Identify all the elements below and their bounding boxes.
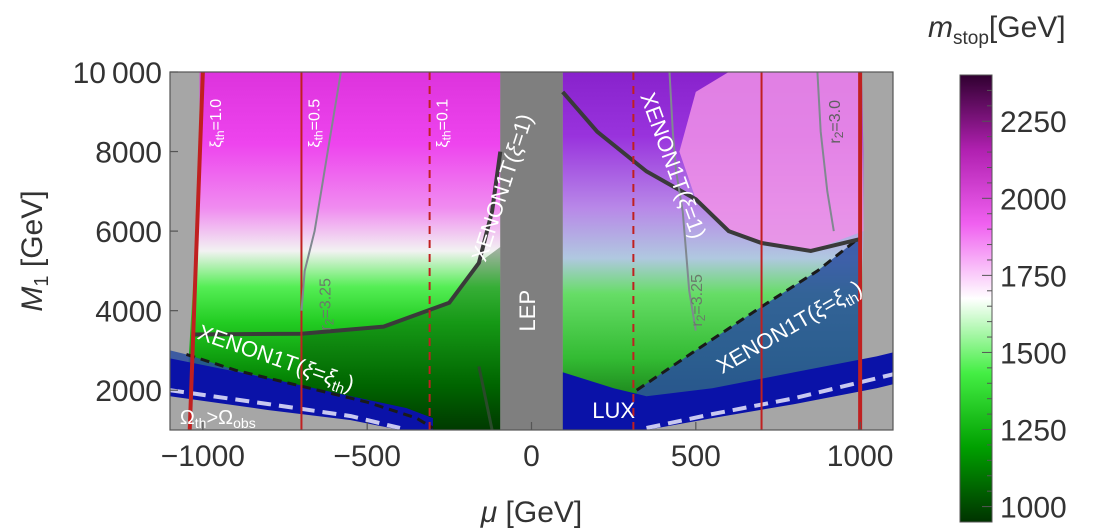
colorbar-gradient <box>959 74 993 523</box>
r2-label-1: r2=3.25 <box>689 274 708 327</box>
lep-label: LEP <box>515 290 540 332</box>
x-tick-label-4: 1000 <box>827 440 894 473</box>
xenon-xith-right-region <box>636 237 862 399</box>
y-tick-label-3: 8000 <box>95 137 162 170</box>
heatmap-left-dark <box>301 247 501 430</box>
axes: −1000 −500 0 500 1000 2000 4000 6000 8000 10 000 <box>73 57 894 473</box>
y-tick-label-4: 10 000 <box>73 57 162 90</box>
x-tick-label-3: 500 <box>671 440 721 473</box>
colorbar-tick-label-4: 2000 <box>1000 183 1067 216</box>
lux-label: LUX <box>592 398 635 423</box>
x-tick-label-1: −500 <box>333 440 401 473</box>
colorbar-tick-label-1: 1250 <box>1000 415 1067 448</box>
r2-line-0 <box>300 72 342 311</box>
heatmap-right-corner <box>679 72 864 251</box>
colorbar-tick-label-5: 2250 <box>1000 106 1067 139</box>
y-tick-label-1: 4000 <box>95 296 162 329</box>
r2-line-2 <box>816 72 835 232</box>
colorbar-tick-label-0: 1000 <box>1000 492 1067 525</box>
xi-label-1: ξth=0.5 <box>306 99 325 148</box>
xi-label-2: ξth=0.1 <box>435 99 454 148</box>
colorbar: 1000 1250 1500 1750 2000 2250 mstop[GeV] <box>928 11 1067 525</box>
r2-line-1 <box>668 72 697 331</box>
omega-boundary-left <box>170 388 401 430</box>
xenon-xi1-left-lower-contour <box>477 366 494 430</box>
xenon-xi1-right-contour <box>561 90 861 254</box>
y-axis-label: M1 [GeV] <box>16 190 53 311</box>
colorbar-label: mstop[GeV] <box>928 11 1066 49</box>
omega-boundary-right <box>646 372 893 430</box>
xenon-xith-left-contour <box>185 352 434 430</box>
y-tick-label-2: 6000 <box>95 216 162 249</box>
heatmap-left <box>186 72 501 430</box>
xi-label-0: ξth=1.0 <box>208 99 227 148</box>
colorbar-tick-label-3: 1750 <box>1000 260 1067 293</box>
r2-label-2: r2=3.0 <box>827 100 846 144</box>
lep-band <box>500 72 563 430</box>
x-tick-label-2: 0 <box>523 440 540 473</box>
colorbar-tick-label-2: 1500 <box>1000 337 1067 370</box>
x-axis-label: μ [GeV] <box>480 496 582 529</box>
r2-label-0: r2=3.25 <box>318 278 337 331</box>
omega-excluded-right <box>646 384 893 430</box>
xi-line-0 <box>187 72 205 430</box>
x-tick-label-0: −1000 <box>161 440 245 473</box>
omega-excluded-left <box>170 396 400 430</box>
y-tick-label-0: 2000 <box>95 375 162 408</box>
omega-label: Ωth>Ωobs <box>180 407 256 431</box>
